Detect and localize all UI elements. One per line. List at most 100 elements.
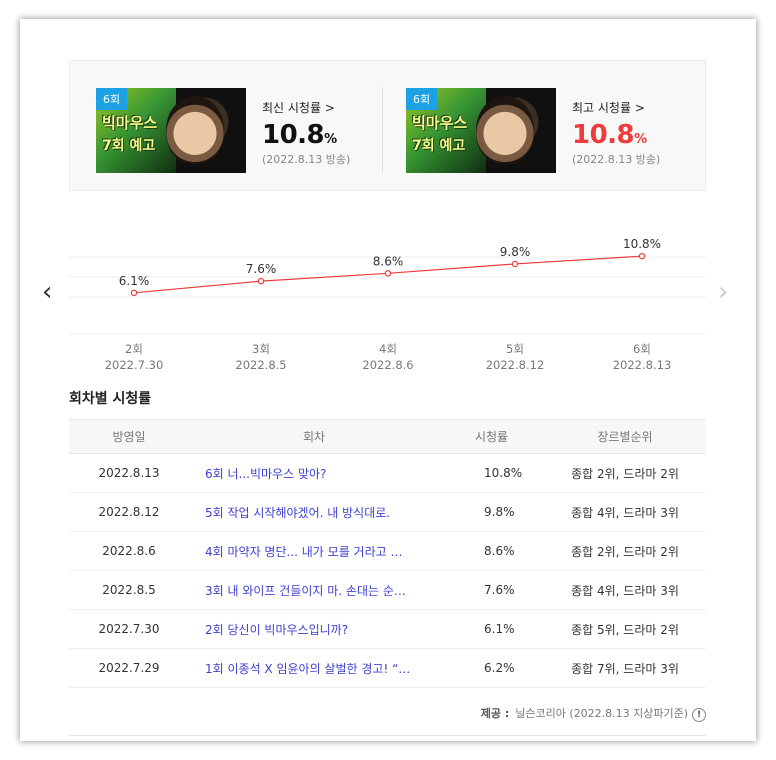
- row-rating: 6.2%: [439, 648, 544, 688]
- rating-value-label: 9.8%: [500, 245, 531, 259]
- row-genre-rank: 종합 5위, 드라마 2위: [544, 609, 706, 649]
- row-rating-text: 9.8%: [484, 505, 515, 519]
- rating-panel: 빅마우스 7회 예고 6회 최신 시청률 > 10.8% (2022.8.13 …: [20, 19, 756, 741]
- episode-link-text[interactable]: 1회 이종석 X 임윤아의 살벌한 경고! “…: [205, 661, 411, 676]
- row-date: 2022.8.6: [69, 531, 189, 571]
- row-date: 2022.8.12: [69, 492, 189, 532]
- summary-divider: [382, 87, 383, 173]
- best-rating-link[interactable]: 최고 시청률 >: [572, 101, 645, 115]
- x-tick-episode: 4회: [379, 342, 397, 356]
- row-genre-rank-text: 종합 7위, 드라마 3위: [571, 661, 679, 676]
- episode-link[interactable]: 1회 이종석 X 임윤아의 살벌한 경고! “…: [189, 648, 439, 688]
- episode-link[interactable]: 4회 마약자 명단... 내가 모를 거라고 …: [189, 531, 439, 571]
- row-genre-rank: 종합 4위, 드라마 3위: [544, 492, 706, 532]
- row-genre-rank: 종합 2위, 드라마 2위: [544, 531, 706, 571]
- source-text: 닐슨코리아 (2022.8.13 지상파기준): [515, 707, 688, 720]
- rating-line-chart: 6.1% 2회 7.6% 3회 8.6% 4회 9.8% 5회 10.8% 6회: [69, 237, 706, 356]
- table-row: 2022.8.5 3회 내 와이프 건들이지 마. 손대는 순… 7.6% 종합 4위…: [69, 570, 706, 610]
- info-icon[interactable]: !: [692, 708, 706, 722]
- row-genre-rank-text: 종합 2위, 드라마 2위: [571, 544, 679, 559]
- episode-link-text[interactable]: 3회 내 와이프 건들이지 마. 손대는 순…: [205, 583, 406, 598]
- actor-portrait: [166, 96, 224, 164]
- rating-value-label: 6.1%: [119, 274, 150, 288]
- rating-point: [257, 277, 265, 285]
- x-tick-date: 2022.7.30: [104, 358, 164, 372]
- row-date: 2022.7.29: [69, 648, 189, 688]
- thumbnail-title: 빅마우스: [102, 114, 158, 132]
- rating-point: [130, 289, 138, 297]
- episode-link-text[interactable]: 6회 너...빅마우스 맞아?: [205, 466, 327, 481]
- episode-badge: 6회: [406, 88, 438, 110]
- x-tick-episode: 6회: [633, 342, 651, 356]
- col-header-rating: 시청률: [439, 419, 544, 454]
- source-label: 제공 :: [480, 707, 510, 720]
- row-rating: 8.6%: [439, 531, 544, 571]
- episode-link[interactable]: 6회 너...빅마우스 맞아?: [189, 453, 439, 493]
- x-tick-episode: 2회: [125, 342, 143, 356]
- row-date-text: 2022.8.5: [102, 583, 156, 597]
- bottom-divider: [69, 735, 706, 736]
- latest-rating-link[interactable]: 최신 시청률 >: [262, 101, 335, 115]
- episode-link-text[interactable]: 2회 당신이 빅마우스입니까?: [205, 622, 349, 637]
- rating-summary: 빅마우스 7회 예고 6회 최신 시청률 > 10.8% (2022.8.13 …: [69, 60, 706, 191]
- episode-link[interactable]: 2회 당신이 빅마우스입니까?: [189, 609, 439, 649]
- rating-point: [638, 252, 646, 260]
- row-genre-rank: 종합 4위, 드라마 3위: [544, 570, 706, 610]
- row-genre-rank-text: 종합 4위, 드라마 3위: [571, 505, 679, 520]
- row-rating-text: 10.8%: [484, 466, 523, 480]
- row-date-text: 2022.8.12: [98, 505, 160, 519]
- row-rating-text: 7.6%: [484, 583, 515, 597]
- row-date: 2022.7.30: [69, 609, 189, 649]
- x-tick-episode: 3회: [252, 342, 270, 356]
- table-row: 2022.7.29 1회 이종석 X 임윤아의 살벌한 경고! “… 6.2% 종합 …: [69, 648, 706, 688]
- episode-ratings-title: 회차별 시청률: [69, 391, 152, 407]
- table-row: 2022.8.12 5회 작업 시작해야겠어. 내 방식대로. 9.8% 종합 4위,…: [69, 492, 706, 532]
- row-date-text: 2022.7.30: [98, 622, 160, 636]
- best-thumbnail[interactable]: 빅마우스 7회 예고 6회: [406, 88, 556, 173]
- x-tick-date: 2022.8.13: [612, 358, 672, 372]
- row-rating: 9.8%: [439, 492, 544, 532]
- col-header-episode: 회차: [189, 419, 439, 454]
- chart-prev-arrow-icon[interactable]: ‹: [42, 277, 53, 307]
- latest-rating-value: 10.8%: [262, 120, 337, 150]
- best-rating-date: (2022.8.13 방송): [572, 153, 661, 166]
- rating-point: [511, 260, 519, 268]
- table-row: 2022.8.13 6회 너...빅마우스 맞아? 10.8% 종합 2위, 드라마 …: [69, 453, 706, 493]
- episode-badge: 6회: [96, 88, 128, 110]
- x-tick-date: 2022.8.5: [235, 358, 287, 372]
- row-date-text: 2022.7.29: [98, 661, 160, 675]
- row-rating: 6.1%: [439, 609, 544, 649]
- rating-value-label: 7.6%: [246, 262, 277, 276]
- best-rating-value: 10.8%: [572, 120, 647, 150]
- rating-point: [384, 270, 392, 277]
- episode-link-text[interactable]: 4회 마약자 명단... 내가 모를 거라고 …: [205, 544, 403, 559]
- x-tick-episode: 5회: [506, 342, 524, 356]
- episode-link-text[interactable]: 5회 작업 시작해야겠어. 내 방식대로.: [205, 505, 391, 520]
- row-genre-rank-text: 종합 5위, 드라마 2위: [571, 622, 679, 637]
- col-header-date: 방영일: [69, 419, 189, 454]
- row-date: 2022.8.5: [69, 570, 189, 610]
- row-rating-text: 8.6%: [484, 544, 515, 558]
- actor-portrait: [476, 96, 534, 164]
- latest-rating-date: (2022.8.13 방송): [262, 153, 351, 166]
- table-header-row: 방영일 회차 시청률 장르별순위: [69, 419, 706, 454]
- rating-value-label: 10.8%: [623, 237, 661, 251]
- rating-value-label: 8.6%: [373, 254, 404, 268]
- row-genre-rank-text: 종합 4위, 드라마 3위: [571, 583, 679, 598]
- episode-link[interactable]: 5회 작업 시작해야겠어. 내 방식대로.: [189, 492, 439, 532]
- row-rating: 7.6%: [439, 570, 544, 610]
- episode-ratings-table: 방영일 회차 시청률 장르별순위 2022.8.13 6회 너...빅마우스 맞아…: [69, 419, 706, 688]
- row-genre-rank: 종합 2위, 드라마 2위: [544, 453, 706, 493]
- episode-link[interactable]: 3회 내 와이프 건들이지 마. 손대는 순…: [189, 570, 439, 610]
- row-genre-rank: 종합 7위, 드라마 3위: [544, 648, 706, 688]
- row-date: 2022.8.13: [69, 453, 189, 493]
- thumbnail-subtitle: 7회 예고: [102, 138, 156, 154]
- row-genre-rank-text: 종합 2위, 드라마 2위: [571, 466, 679, 481]
- row-date-text: 2022.8.6: [102, 544, 156, 558]
- row-rating-text: 6.1%: [484, 622, 515, 636]
- chart-next-arrow-icon[interactable]: ›: [718, 277, 729, 307]
- row-rating: 10.8%: [439, 453, 544, 493]
- col-header-genre-rank: 장르별순위: [544, 419, 706, 454]
- latest-thumbnail[interactable]: 빅마우스 7회 예고 6회: [96, 88, 246, 173]
- row-date-text: 2022.8.13: [98, 466, 160, 480]
